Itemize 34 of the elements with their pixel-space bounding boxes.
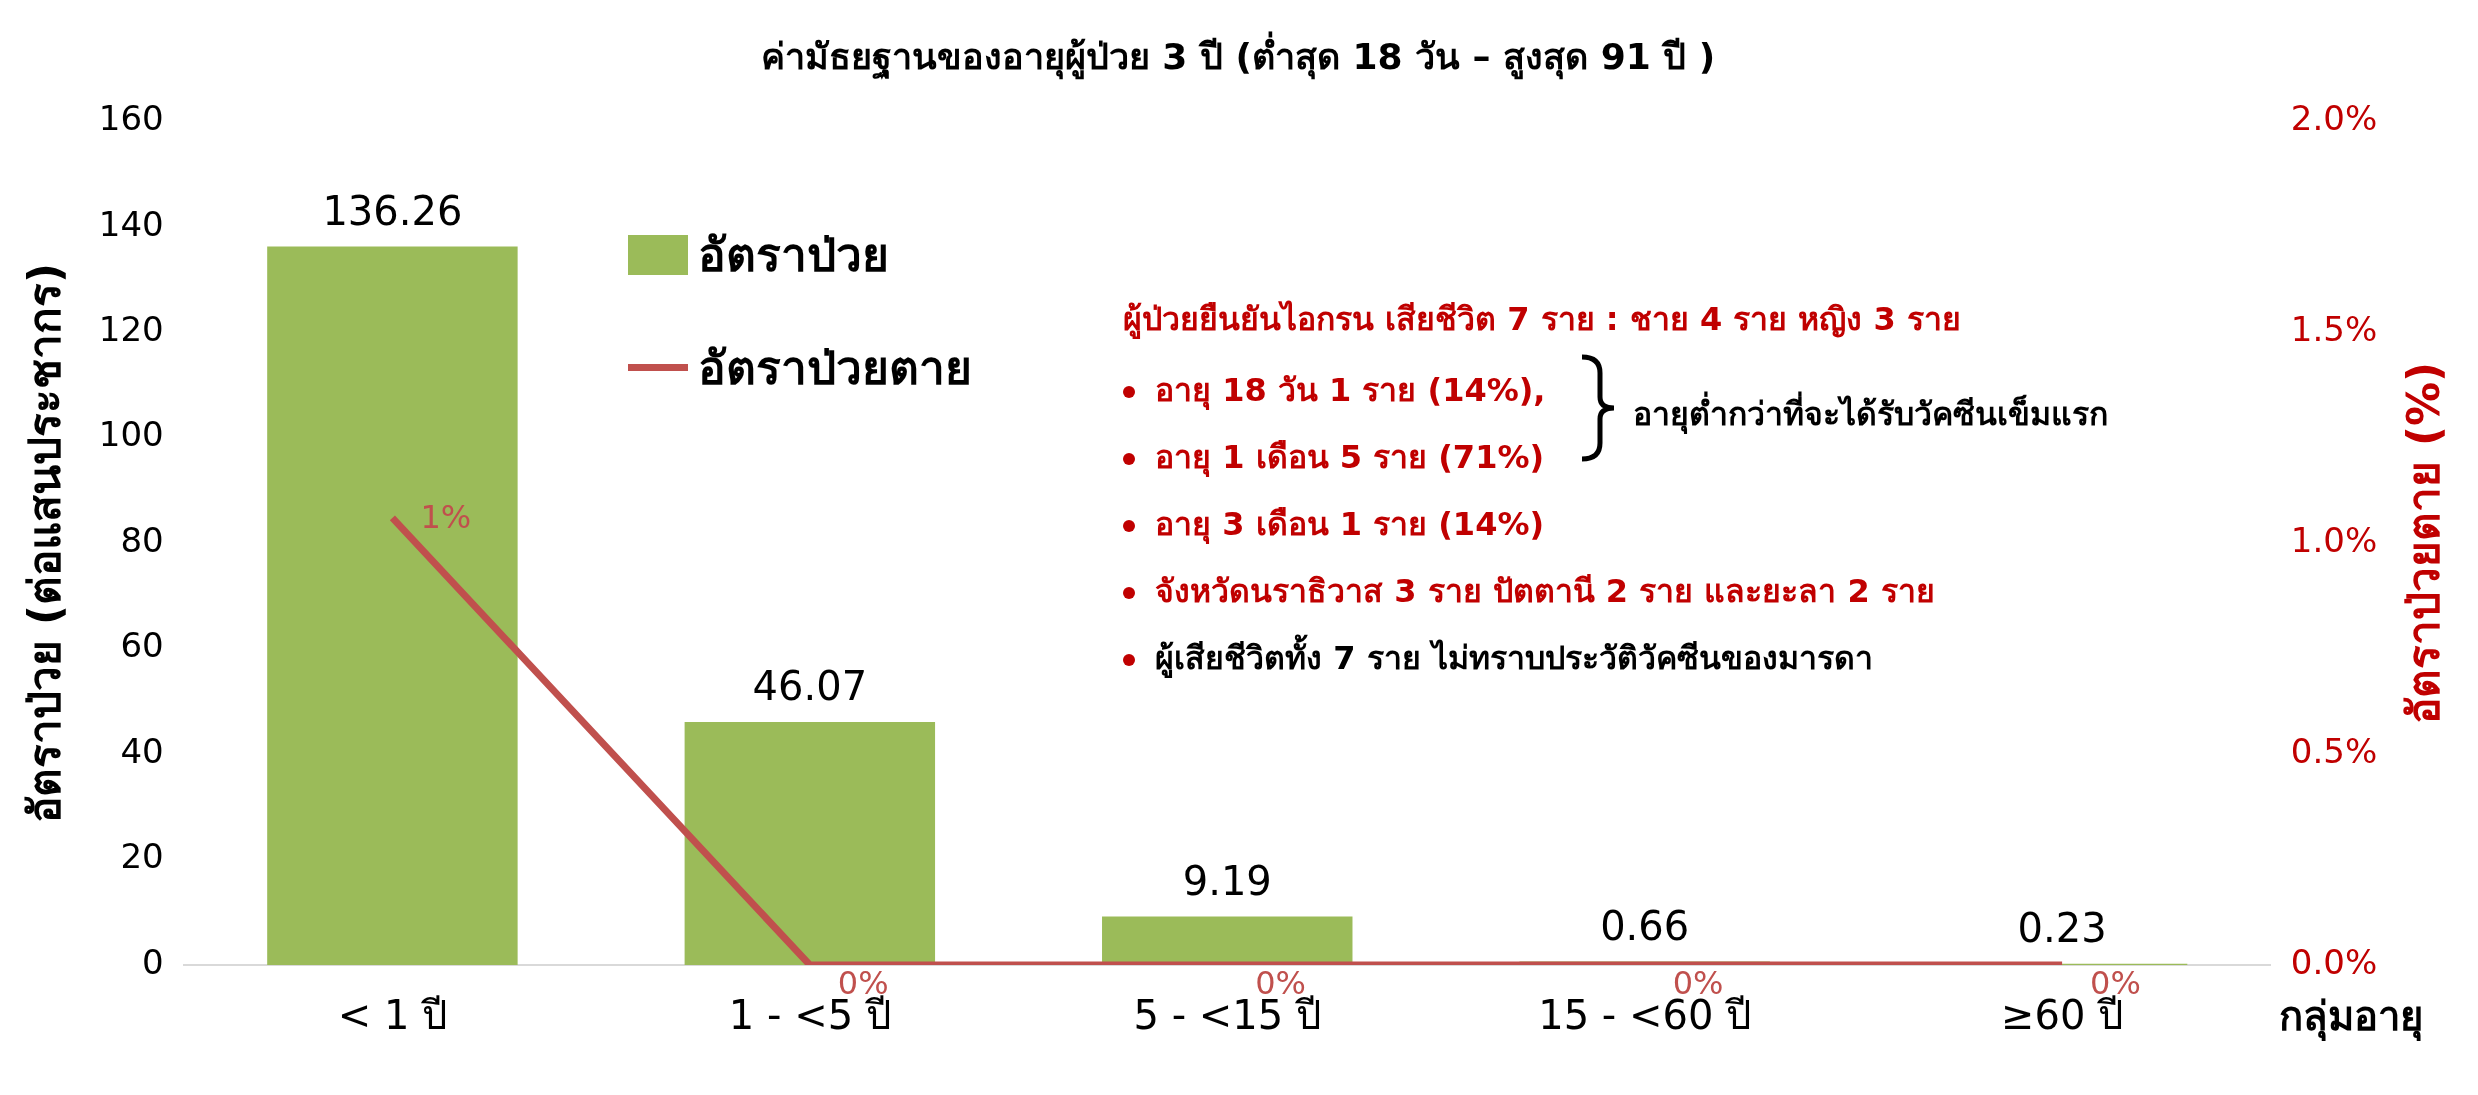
annotation: จังหวัดนราธิวาส 3 ราย ปัตตานี 2 ราย และยะลา 2 ราย — [1154, 571, 1936, 612]
y-tick-label: 120 — [98, 308, 164, 349]
y2-tick-label: 1.0% — [2290, 519, 2378, 560]
y-axis-title: อัตราป่วย (ต่อแสนประชากร) — [18, 262, 70, 824]
y-tick-label: 100 — [98, 414, 164, 455]
x-axis-title: กลุ่มอายุ — [2278, 993, 2423, 1043]
chart-title: ค่ามัธยฐานของอายุผู้ป่วย 3 ปี (ต่ำสุด 18 วัน – สูงสุด 91 ปี ) — [760, 30, 1716, 80]
y2-tick-label: 0.5% — [2290, 730, 2378, 771]
y2-tick-label: 0.0% — [2290, 941, 2378, 982]
y-tick-label: 0 — [142, 941, 164, 982]
data-label: 1% — [420, 498, 472, 537]
annotation: อายุต่ำกว่าที่จะได้รับวัคซีนเข็มแรก — [1633, 390, 2108, 436]
legend-label: อัตราป่วย — [698, 227, 889, 284]
y-tick-label: 160 — [98, 98, 164, 139]
data-label: 9.19 — [1182, 857, 1272, 904]
y-tick-label: 40 — [120, 730, 164, 771]
y2-axis-title: อัตราป่วยตาย (%) — [2398, 361, 2450, 725]
y-tick-label: 60 — [120, 625, 164, 666]
y2-tick-label: 2.0% — [2290, 98, 2378, 139]
x-tick-label: < 1 ปี — [337, 992, 448, 1039]
data-label: 46.07 — [752, 663, 868, 710]
y-tick-label: 20 — [120, 836, 164, 877]
legend-label: อัตราป่วยตาย — [698, 340, 972, 397]
data-label: 0.66 — [1600, 902, 1690, 949]
y2-tick-label: 1.5% — [2290, 308, 2378, 349]
y-tick-label: 140 — [98, 203, 164, 244]
annotation: ผู้ป่วยยืนยันไอกรน เสียชีวิต 7 ราย : ชาย 4 ราย หญิง 3 ราย — [1123, 299, 1961, 341]
annotation: ผู้เสียชีวิตทั้ง 7 ราย ไม่ทราบประวัติวัคซีนของมารดา — [1154, 633, 1874, 680]
y-tick-label: 80 — [120, 519, 164, 560]
annotation: อายุ 18 วัน 1 ราย (14%), — [1155, 371, 1546, 409]
annotation: อายุ 3 เดือน 1 ราย (14%) — [1154, 504, 1546, 546]
data-label: 0.23 — [2017, 905, 2107, 952]
data-label: 136.26 — [322, 187, 463, 234]
annotation: อายุ 1 เดือน 5 ราย (71%) — [1155, 438, 1545, 476]
